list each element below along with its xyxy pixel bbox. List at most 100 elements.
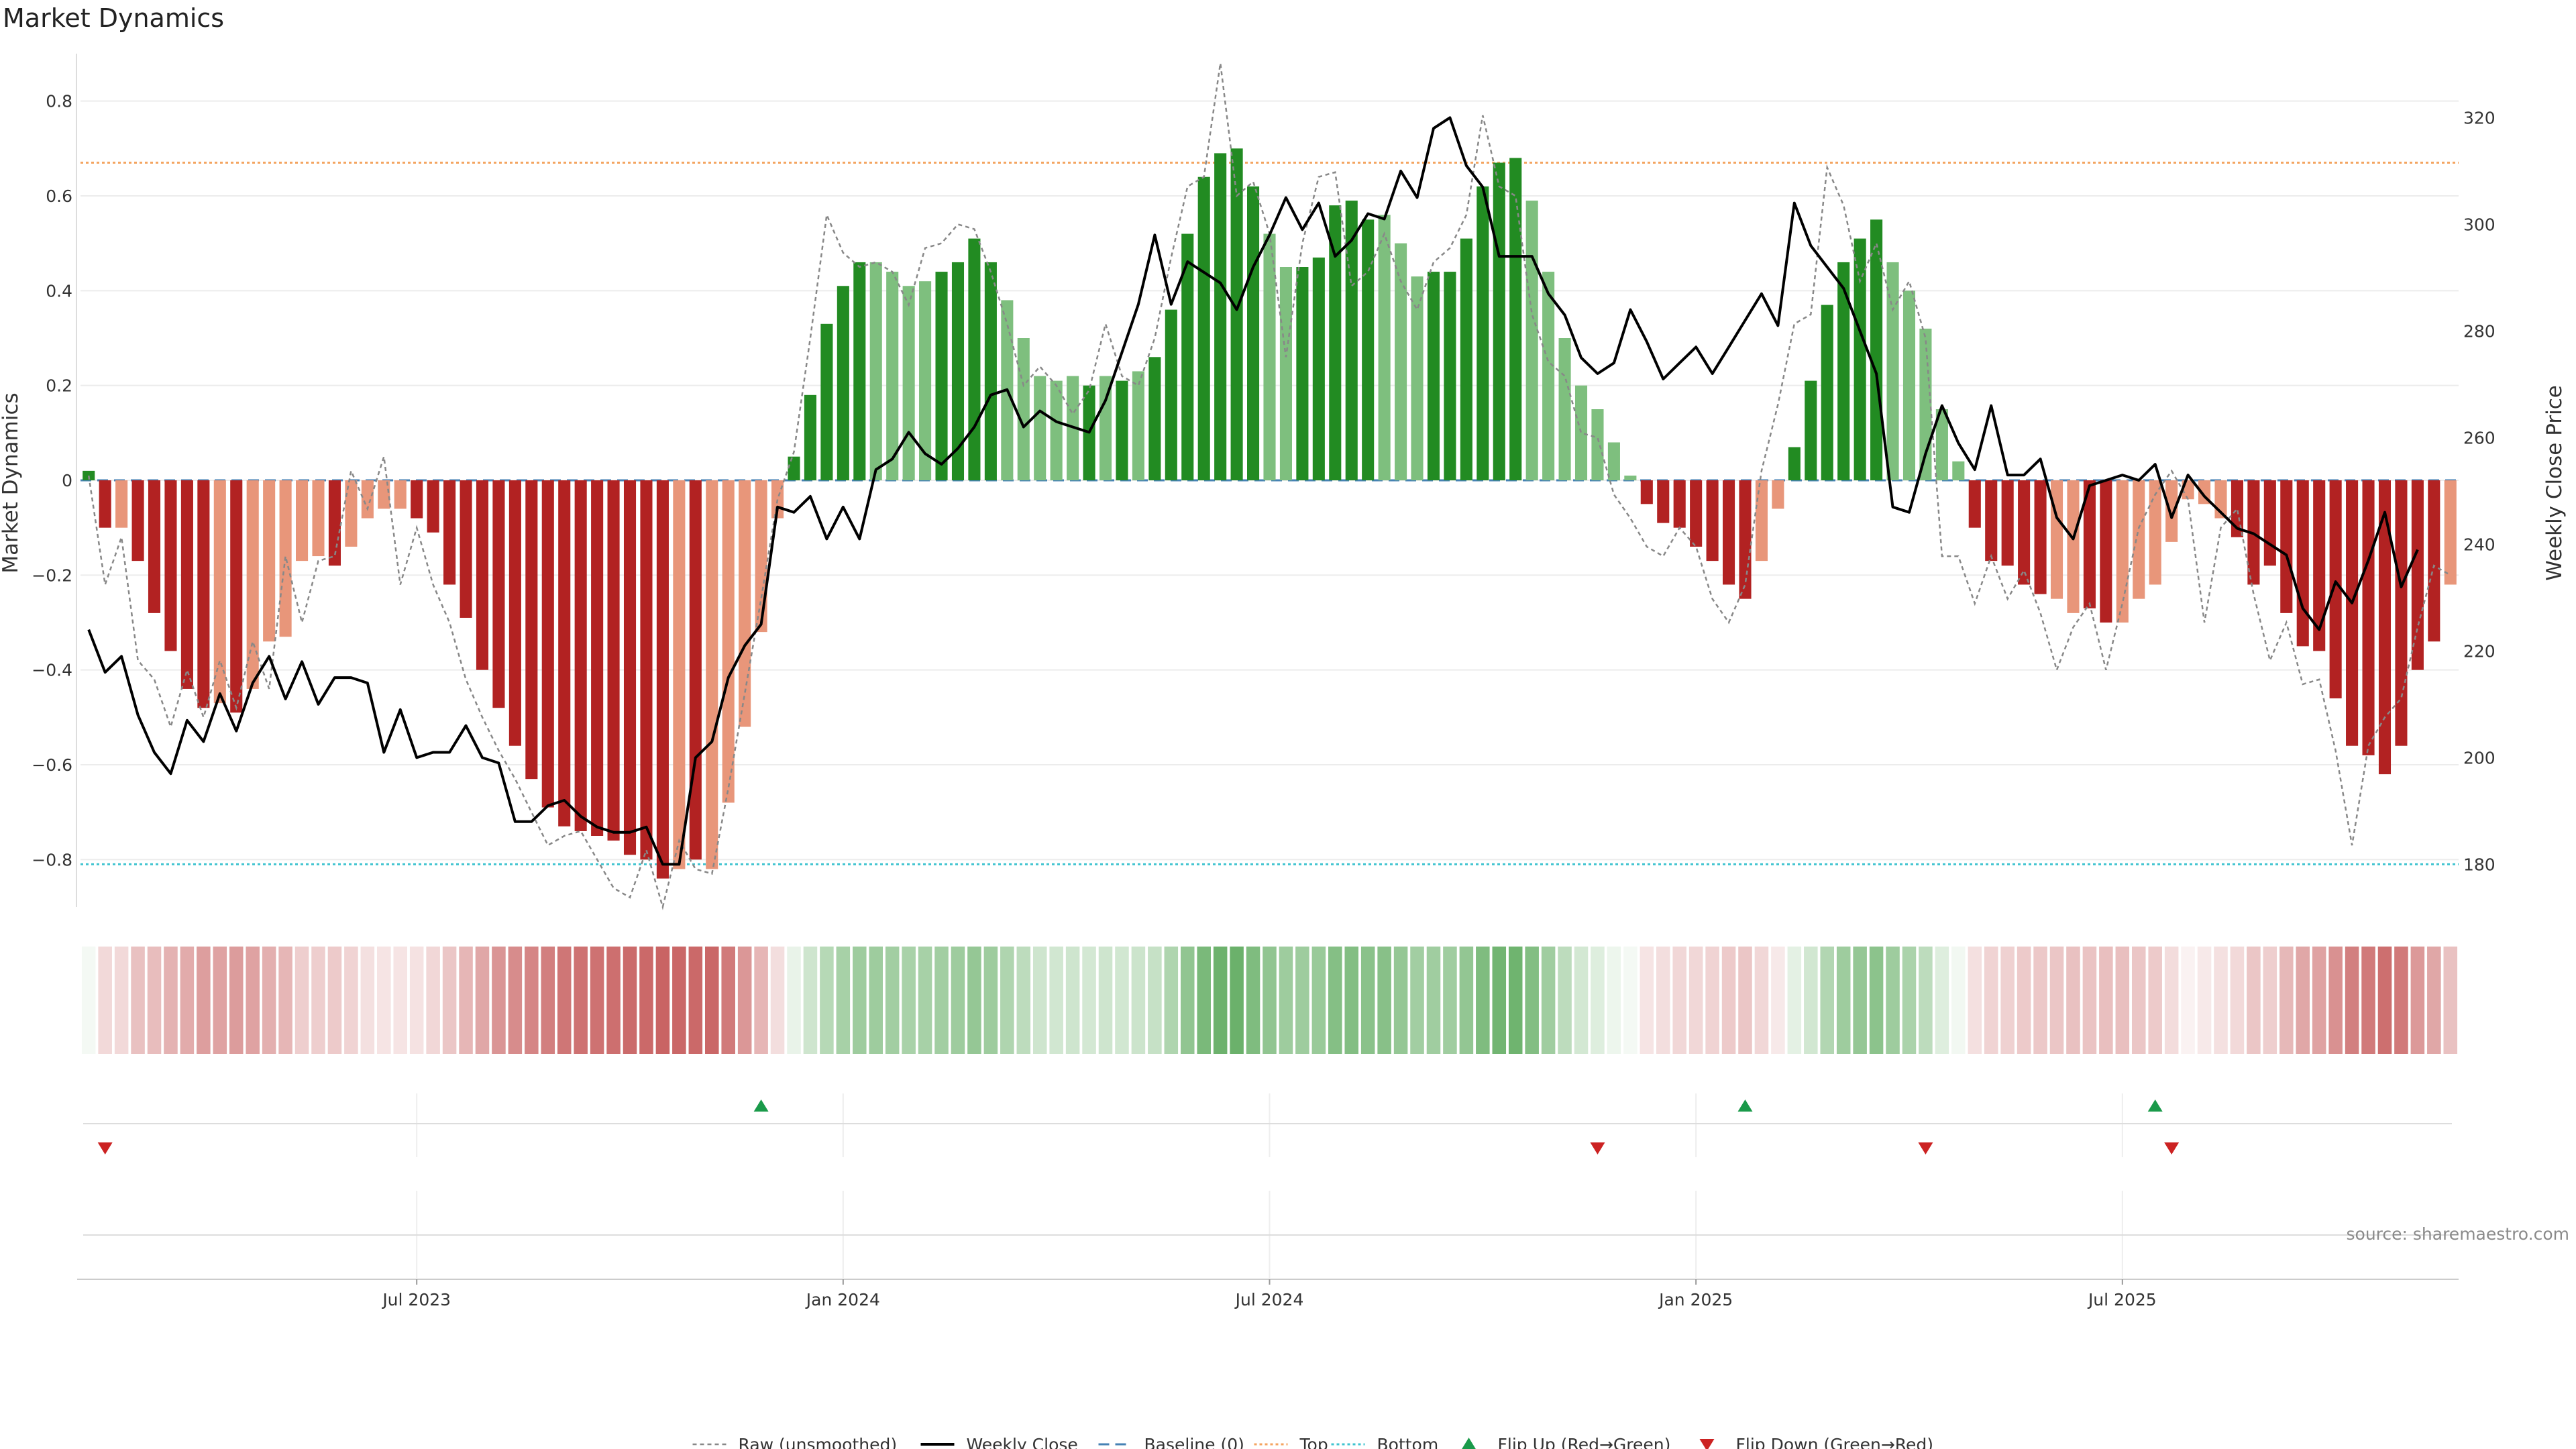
dynamics-bar	[1296, 267, 1309, 480]
heat-cell	[672, 947, 686, 1054]
dynamics-bar	[1460, 238, 1472, 480]
heat-cell	[2230, 947, 2245, 1054]
dynamics-bar	[1985, 480, 1998, 561]
heat-cell	[2164, 947, 2179, 1054]
heat-cell	[2049, 947, 2064, 1054]
heat-cell	[1968, 947, 1982, 1054]
left-y-tick-label: 0.6	[46, 186, 72, 206]
heat-cell	[1344, 947, 1359, 1054]
dynamics-bar	[755, 480, 767, 633]
heat-cell	[426, 947, 440, 1054]
dynamics-bar	[378, 480, 390, 509]
heat-cell	[1902, 947, 1917, 1054]
heat-cell	[2197, 947, 2212, 1054]
flip-down-marker	[1590, 1142, 1605, 1155]
heat-cell	[2377, 947, 2392, 1054]
heat-cell	[262, 947, 276, 1054]
heat-cell	[1787, 947, 1802, 1054]
left-y-tick-label: −0.2	[32, 566, 72, 585]
heat-cell	[180, 947, 195, 1054]
chart-title: Market Dynamics	[3, 3, 224, 33]
dynamics-bar	[2116, 480, 2129, 623]
dynamics-bar	[2018, 480, 2031, 585]
heat-cell	[377, 947, 391, 1054]
dynamics-bar	[1755, 480, 1768, 561]
heat-strip	[81, 947, 2458, 1054]
heat-cell	[737, 947, 752, 1054]
dynamics-bar	[1525, 201, 1538, 480]
dynamics-bar	[1214, 153, 1227, 480]
dynamics-bar	[296, 480, 309, 561]
dynamics-bar	[640, 480, 653, 860]
legend-item-bottom: Bottom	[1331, 1435, 1438, 1449]
heat-cell	[1574, 947, 1589, 1054]
heat-cell	[1311, 947, 1326, 1054]
legend-item-raw: Raw (unsmoothed)	[692, 1435, 898, 1449]
heat-cell	[951, 947, 965, 1054]
flip-down-marker	[1918, 1142, 1933, 1155]
dynamics-bar	[2100, 480, 2112, 623]
left-y-tick-label: 0.4	[46, 281, 72, 301]
heat-cell	[213, 947, 227, 1054]
dynamics-bar	[1378, 215, 1391, 480]
heat-cell	[1935, 947, 1949, 1054]
heat-cell	[1869, 947, 1884, 1054]
heat-cell	[902, 947, 916, 1054]
heat-cell	[1705, 947, 1719, 1054]
dynamics-bar	[1805, 380, 1817, 480]
right-y-tick-label: 300	[2463, 215, 2496, 234]
heat-cell	[820, 947, 834, 1054]
heat-cell	[2214, 947, 2228, 1054]
heat-cell	[1672, 947, 1686, 1054]
dynamics-bar	[1345, 201, 1358, 480]
dynamics-bar	[2296, 480, 2309, 647]
heat-cell	[918, 947, 932, 1054]
heat-cell	[1754, 947, 1769, 1054]
dynamics-bar	[1657, 480, 1670, 523]
dynamics-bar	[1444, 272, 1456, 480]
left-y-axis: 0.8 0.6 0.4 0.2 0 −0.2 −0.4 −0.6 −0.8	[32, 92, 72, 870]
dynamics-bar	[837, 286, 849, 480]
heat-cell	[869, 947, 883, 1054]
heat-cell	[2361, 947, 2375, 1054]
source-note: source: sharemaestro.com	[2347, 1224, 2570, 1244]
heat-cell	[2427, 947, 2441, 1054]
heat-cell	[704, 947, 719, 1054]
dynamics-bar	[1968, 480, 1981, 528]
dynamics-bar	[2378, 480, 2392, 775]
dynamics-bar	[1279, 267, 1292, 480]
heat-cell	[1558, 947, 1572, 1054]
heat-cell	[1065, 947, 1080, 1054]
heat-cell	[197, 947, 211, 1054]
heat-cell	[229, 947, 244, 1054]
heat-cell	[1197, 947, 1211, 1054]
flip-up-marker	[1737, 1099, 1753, 1112]
legend-label: Flip Up (Red→Green)	[1498, 1435, 1671, 1449]
dynamics-bar	[115, 480, 128, 528]
heat-cell	[114, 947, 129, 1054]
heat-cell	[1082, 947, 1096, 1054]
dynamics-bar	[2083, 480, 2096, 608]
left-y-tick-label: 0	[62, 471, 72, 490]
heat-cell	[1131, 947, 1146, 1054]
heat-cell	[2410, 947, 2425, 1054]
right-y-tick-label: 200	[2463, 748, 2496, 767]
dynamics-bar	[492, 480, 505, 708]
heat-cell	[803, 947, 818, 1054]
dynamics-bar	[1542, 272, 1555, 480]
heat-cell	[360, 947, 375, 1054]
heat-cell	[787, 947, 801, 1054]
right-y-tick-label: 260	[2463, 428, 2496, 447]
heat-cell	[1984, 947, 1998, 1054]
heat-cell	[344, 947, 358, 1054]
flip-up-marker	[2147, 1099, 2163, 1112]
heat-cell	[131, 947, 145, 1054]
legend-label: Raw (unsmoothed)	[739, 1435, 898, 1449]
dynamics-bar	[984, 262, 997, 480]
heat-cell	[409, 947, 424, 1054]
dynamics-bar	[1247, 186, 1260, 480]
heat-cell	[475, 947, 490, 1054]
right-y-tick-label: 220	[2463, 641, 2496, 661]
dynamics-bar	[1099, 376, 1112, 480]
